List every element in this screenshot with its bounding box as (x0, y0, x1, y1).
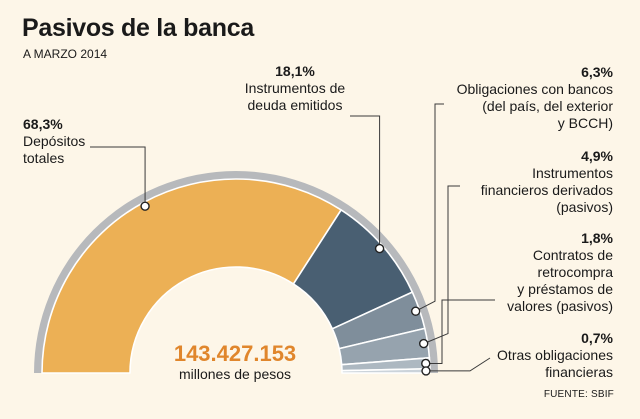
category-label-depositos: Depósitos totales (23, 133, 86, 166)
category-label-obligaciones-bancos: Obligaciones con bancos (del país, del e… (456, 81, 613, 131)
category-label-contratos-retrocompra: Contratos de retrocompra y préstamos de … (507, 247, 613, 314)
leader-line-contratos_retrocompra (425, 299, 495, 364)
leader-line-instrumentos_deuda (350, 115, 381, 249)
leader-line-obligaciones_bancos (415, 103, 444, 312)
value-label-obligaciones-bancos: 6,3% (581, 64, 613, 80)
leader-line-depositos (90, 146, 146, 207)
leader-dot-obligaciones_bancos (410, 306, 421, 316)
value-label-depositos: 68,3% (23, 116, 63, 132)
label-derivados: 4,9% Instrumentos financieros derivados … (423, 148, 613, 216)
leader-dot-otras (421, 366, 431, 376)
leader-dot-depositos (140, 201, 150, 211)
chart-title: Pasivos de la banca (22, 14, 254, 42)
slice-depositos (41, 178, 342, 374)
value-label-instrumentos-deuda: 18,1% (275, 63, 315, 79)
category-label-derivados: Instrumentos financieros derivados (pasi… (480, 165, 613, 215)
leader-line-derivados (423, 185, 460, 345)
total-unit: millones de pesos (178, 366, 292, 382)
total-value: 143.427.153 (173, 341, 297, 366)
category-label-instrumentos-deuda: Instrumentos de deuda emitidos (244, 80, 346, 113)
label-instrumentos-deuda: 18,1% Instrumentos de deuda emitidos (225, 63, 365, 114)
leader-dot-instrumentos_deuda (374, 243, 385, 254)
value-label-derivados: 4,9% (581, 148, 613, 164)
leader-line-otras (425, 357, 491, 372)
value-label-otras-obligaciones: 0,7% (581, 330, 613, 346)
label-otras-obligaciones: 0,7% Otras obligaciones financieras (423, 330, 613, 381)
leader-dot-derivados (419, 338, 429, 349)
label-obligaciones-bancos: 6,3% Obligaciones con bancos (del país, … (423, 64, 613, 132)
chart-subtitle: A MARZO 2014 (23, 47, 108, 61)
label-depositos: 68,3% Depósitos totales (23, 116, 85, 167)
label-contratos-retrocompra: 1,8% Contratos de retrocompra y préstamo… (423, 230, 613, 315)
category-label-otras-obligaciones: Otras obligaciones financieras (497, 347, 613, 380)
total-block: 143.427.153 millones de pesos (150, 342, 320, 383)
source-note: FUENTE: SBIF (543, 389, 614, 400)
value-label-contratos-retrocompra: 1,8% (581, 230, 613, 246)
